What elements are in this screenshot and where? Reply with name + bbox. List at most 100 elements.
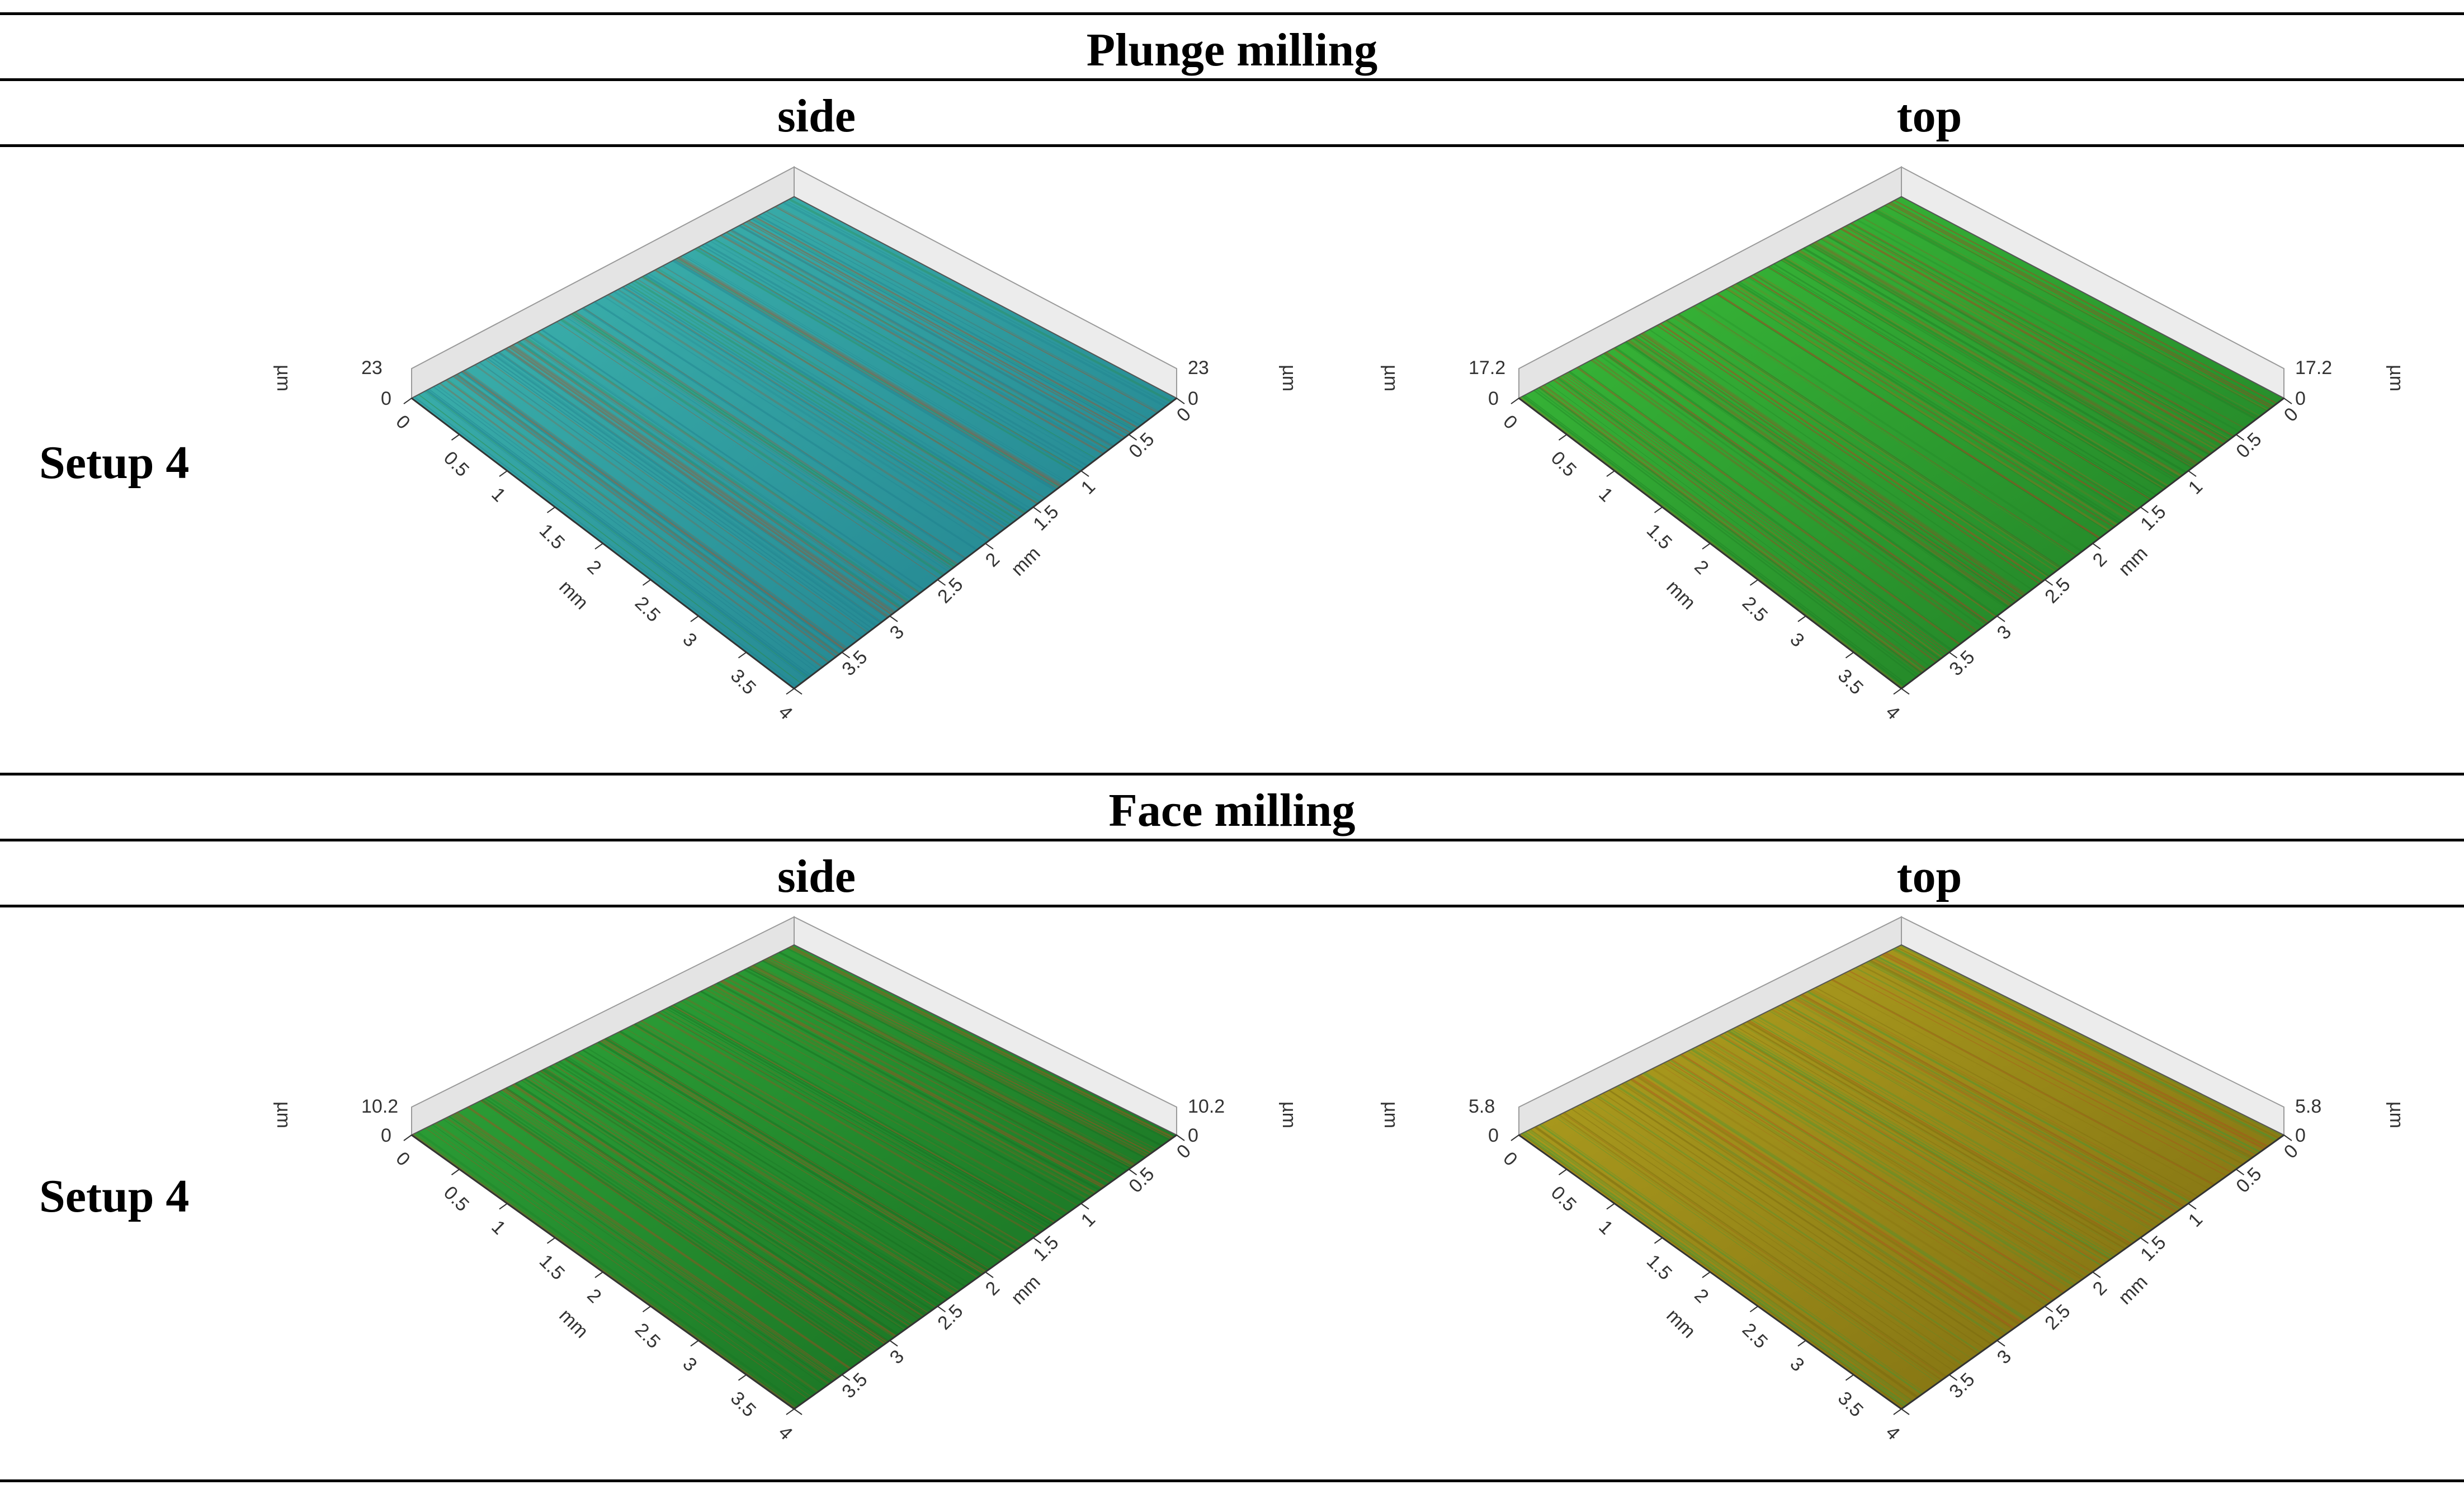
tick-label-x: 4 bbox=[1881, 1422, 1904, 1444]
tick-label-x: 0.5 bbox=[1547, 447, 1580, 481]
tick-label-y: 3 bbox=[1993, 1346, 2015, 1368]
tick-label-x: 1.5 bbox=[535, 1251, 569, 1284]
x-unit-label: mm bbox=[1662, 1305, 1700, 1342]
tick-label-x: 3.5 bbox=[1834, 1388, 1867, 1421]
section-title: Plunge milling bbox=[1086, 24, 1378, 76]
x-unit-label: mm bbox=[555, 1305, 592, 1342]
z-unit-label-right: µm bbox=[1278, 1101, 1300, 1128]
tick-label-x: 1 bbox=[1594, 484, 1617, 506]
surface-plot-svg: 0 00.50.51 11.51.52 22.52.53 33.53.54mmmm17.… bbox=[1380, 166, 2407, 724]
row-label: Setup 4 bbox=[39, 437, 190, 489]
tick-label-x: 2.5 bbox=[631, 593, 664, 626]
tick-label-x: 4 bbox=[774, 701, 796, 724]
tick-label-x: 2.5 bbox=[1738, 1319, 1772, 1353]
surface-plot-face-top: 0 0 0.5 0.5 1 1 1.5 1.5 2 2 2.5 2.5 3 3 3.5 3.5 4 mm mm 5.8… bbox=[1380, 916, 2407, 1487]
column-header-rule bbox=[0, 144, 2464, 147]
tick-label-y: 2 bbox=[981, 548, 1004, 571]
tick-label-y: 2 bbox=[2089, 548, 2111, 571]
tick-label-y: 2 bbox=[2089, 1277, 2111, 1299]
surface-plot-svg: 0 00.50.51 11.51.52 22.52.53 33.53.54mmmm230… bbox=[273, 166, 1300, 724]
z-min-label-right: 0 bbox=[1188, 388, 1198, 409]
z-min-label-left: 0 bbox=[381, 388, 391, 409]
column-header-side: side bbox=[777, 90, 856, 142]
z-min-label-left: 0 bbox=[1488, 388, 1499, 409]
tick-label-x: 1.5 bbox=[535, 520, 569, 554]
table-bottom-rule bbox=[0, 1479, 2464, 1482]
y-unit-label: mm bbox=[1007, 543, 1045, 580]
y-unit-label: mm bbox=[2114, 1271, 2152, 1309]
tick-label-x: 0 bbox=[1499, 1148, 1521, 1170]
tick-label-x: 1 bbox=[1594, 1216, 1617, 1238]
z-unit-label-left: µm bbox=[1380, 365, 1401, 391]
surface-plot-plunge-top: 0 0 0.5 0.5 1 1 1.5 1.5 2 2 2.5 2.5 3 3 3.5 3.5 4 mm mm 17.… bbox=[1380, 166, 2407, 772]
z-max-label-left: 5.8 bbox=[1469, 1096, 1495, 1117]
tick-label-x: 2 bbox=[583, 556, 605, 579]
tick-label-x: 1.5 bbox=[1642, 520, 1676, 554]
z-unit-label-left: µm bbox=[273, 1101, 294, 1128]
tick-label-x: 0.5 bbox=[440, 1182, 473, 1216]
tick-label-x: 3 bbox=[1786, 629, 1808, 651]
section-title-rule bbox=[0, 78, 2464, 81]
z-max-label-left: 23 bbox=[361, 357, 383, 379]
z-unit-label-left: µm bbox=[1380, 1101, 1401, 1128]
surface-texture bbox=[1519, 200, 2278, 689]
surface-texture bbox=[1521, 945, 2283, 1408]
y-unit-label: mm bbox=[1007, 1271, 1045, 1309]
tick-label-x: 2.5 bbox=[631, 1319, 664, 1353]
z-unit-label-left: µm bbox=[273, 365, 294, 391]
tick-label-x: 0.5 bbox=[440, 447, 473, 481]
z-unit-label-right: µm bbox=[2386, 1101, 2407, 1128]
tick-label-x: 1 bbox=[487, 1216, 509, 1238]
tick-label-x: 3 bbox=[678, 1353, 701, 1375]
tick-label-x: 3 bbox=[1786, 1353, 1808, 1375]
x-unit-label: mm bbox=[555, 576, 592, 614]
column-header-rule bbox=[0, 905, 2464, 907]
z-min-label-left: 0 bbox=[381, 1125, 391, 1146]
tick-label-x: 4 bbox=[1881, 701, 1904, 724]
z-unit-label-right: µm bbox=[2386, 365, 2407, 391]
surface-plot-plunge-side: 0 0 0.5 0.5 1 1 1.5 1.5 2 2 2.5 2.5 3 3 3.5 3.5 4 mm mm 23 0… bbox=[273, 166, 1300, 772]
z-min-label-left: 0 bbox=[1488, 1125, 1499, 1146]
tick-label-x: 2.5 bbox=[1738, 593, 1772, 626]
y-unit-label: mm bbox=[2114, 543, 2152, 580]
tick-label-y: 2 bbox=[981, 1277, 1004, 1299]
tick-label-y: 1 bbox=[1077, 476, 1099, 498]
z-max-label-right: 17.2 bbox=[2295, 357, 2332, 379]
tick-label-x: 2 bbox=[583, 1285, 605, 1307]
surface-plot-svg: 0 00.50.51 11.51.52 22.52.53 33.53.54mmmm10.… bbox=[273, 916, 1300, 1444]
column-header-top: top bbox=[1896, 850, 1962, 902]
tick-label-y: 3 bbox=[886, 1346, 908, 1368]
section-bottom-rule bbox=[0, 773, 2464, 775]
tick-label-x: 0 bbox=[1499, 411, 1521, 433]
tick-label-x: 3.5 bbox=[726, 665, 760, 698]
tick-label-y: 3 bbox=[1993, 621, 2015, 644]
z-min-label-right: 0 bbox=[1188, 1125, 1198, 1146]
tick-label-y: 1 bbox=[2184, 476, 2207, 498]
tick-label-x: 3.5 bbox=[1834, 665, 1867, 698]
tick-label-x: 3.5 bbox=[726, 1388, 760, 1421]
tick-label-x: 0 bbox=[391, 411, 414, 433]
tick-label-x: 2 bbox=[1690, 556, 1712, 579]
tick-label-x: 1.5 bbox=[1642, 1251, 1676, 1284]
surface-plot-face-side: 0 0 0.5 0.5 1 1 1.5 1.5 2 2 2.5 2.5 3 3 3.5 3.5 4 mm mm 10.… bbox=[273, 916, 1300, 1487]
tick-label-x: 0.5 bbox=[1547, 1182, 1580, 1216]
tick-label-x: 3 bbox=[678, 629, 701, 651]
surface-texture bbox=[413, 198, 1173, 688]
tick-label-x: 1 bbox=[487, 484, 509, 506]
z-unit-label-right: µm bbox=[1278, 365, 1300, 391]
column-header-top: top bbox=[1896, 90, 1962, 142]
column-header-side: side bbox=[777, 850, 856, 902]
x-unit-label: mm bbox=[1662, 576, 1700, 614]
z-max-label-left: 17.2 bbox=[1469, 357, 1505, 379]
row-label: Setup 4 bbox=[39, 1170, 190, 1222]
tick-label-y: 1 bbox=[2184, 1209, 2207, 1231]
z-min-label-right: 0 bbox=[2295, 1125, 2306, 1146]
tick-label-x: 4 bbox=[774, 1422, 796, 1444]
tick-label-y: 3 bbox=[886, 621, 908, 644]
tick-label-x: 0 bbox=[391, 1148, 414, 1170]
tick-label-x: 2 bbox=[1690, 1285, 1712, 1307]
z-max-label-right: 5.8 bbox=[2295, 1096, 2321, 1117]
z-max-label-left: 10.2 bbox=[361, 1096, 398, 1117]
z-max-label-right: 23 bbox=[1188, 357, 1209, 379]
table-top-rule bbox=[0, 12, 2464, 15]
